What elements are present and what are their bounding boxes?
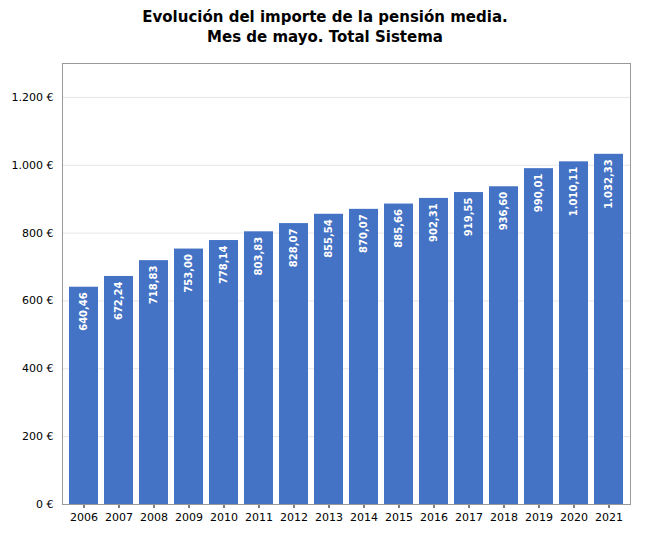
- svg-text:1.000 €: 1.000 €: [12, 159, 54, 172]
- html-text:Evolución del importe de la pe: Evolución del importe de la pensión medi…: [142, 8, 508, 26]
- svg-text:855,54: 855,54: [323, 219, 334, 258]
- svg-text:2016: 2016: [420, 511, 448, 524]
- svg-text:2012: 2012: [280, 511, 308, 524]
- svg-text:778,14: 778,14: [218, 245, 229, 284]
- svg-text:672,24: 672,24: [113, 281, 124, 320]
- svg-text:0 €: 0 €: [36, 498, 54, 511]
- svg-text:2009: 2009: [175, 511, 203, 524]
- svg-text:1.010,11: 1.010,11: [568, 167, 579, 216]
- svg-text:753,00: 753,00: [183, 254, 194, 293]
- svg-text:885,66: 885,66: [393, 209, 404, 248]
- svg-text:902,31: 902,31: [428, 203, 439, 242]
- svg-text:2006: 2006: [70, 511, 98, 524]
- svg-text:828,07: 828,07: [288, 229, 299, 268]
- svg-text:2008: 2008: [140, 511, 168, 524]
- svg-text:640,46: 640,46: [78, 292, 89, 331]
- svg-text:936,60: 936,60: [498, 192, 509, 231]
- svg-text:803,83: 803,83: [253, 237, 264, 276]
- svg-text:1.200 €: 1.200 €: [12, 91, 54, 104]
- html-text:Mes de mayo. Total Sistema: Mes de mayo. Total Sistema: [207, 27, 443, 46]
- svg-text:2019: 2019: [525, 511, 553, 524]
- svg-text:2015: 2015: [385, 511, 413, 524]
- svg-text:870,07: 870,07: [358, 214, 369, 253]
- svg-text:990,01: 990,01: [533, 174, 544, 213]
- svg-text:800 €: 800 €: [22, 227, 54, 240]
- svg-text:919,55: 919,55: [463, 198, 474, 237]
- svg-text:2010: 2010: [210, 511, 238, 524]
- svg-text:2021: 2021: [595, 511, 623, 524]
- svg-text:2020: 2020: [560, 511, 588, 524]
- svg-text:400 €: 400 €: [22, 362, 54, 375]
- svg-text:1.032,33: 1.032,33: [603, 159, 614, 208]
- svg-text:2014: 2014: [350, 511, 378, 524]
- svg-text:2018: 2018: [490, 511, 518, 524]
- svg-text:600 €: 600 €: [22, 294, 54, 307]
- svg-text:718,83: 718,83: [148, 266, 159, 305]
- svg-text:2013: 2013: [315, 511, 343, 524]
- svg-text:2017: 2017: [455, 511, 483, 524]
- svg-text:2007: 2007: [105, 511, 133, 524]
- svg-text:200 €: 200 €: [22, 430, 54, 443]
- svg-text:2011: 2011: [245, 511, 273, 524]
